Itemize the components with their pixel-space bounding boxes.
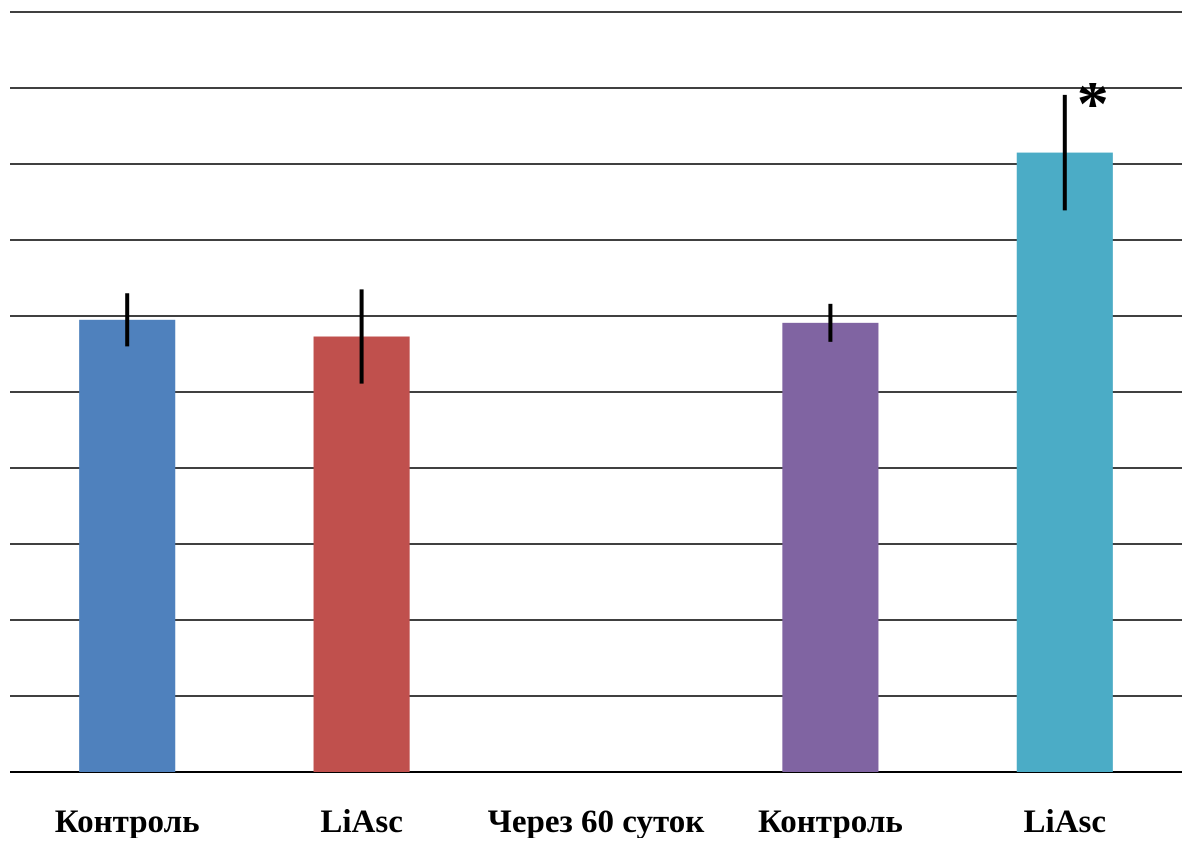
gridlines	[10, 11, 1182, 773]
bars	[79, 152, 1113, 773]
bar	[313, 336, 410, 772]
error-bars	[125, 94, 1067, 384]
significance-marker: *	[1077, 68, 1109, 139]
x-tick-label: LiAsc	[320, 804, 403, 838]
x-tick-label: Через 60 суток	[488, 804, 705, 838]
bar	[79, 319, 176, 772]
x-tick-label: LiAsc	[1024, 804, 1107, 838]
annotations: *	[1077, 68, 1109, 139]
bar	[782, 322, 879, 772]
x-tick-labels: Контроль LiAsc Через 60 суток Контроль LiAsc	[55, 804, 1107, 840]
bar	[1016, 152, 1113, 773]
x-tick-label: Контроль	[55, 804, 200, 838]
x-tick-label: Контроль	[758, 804, 903, 838]
